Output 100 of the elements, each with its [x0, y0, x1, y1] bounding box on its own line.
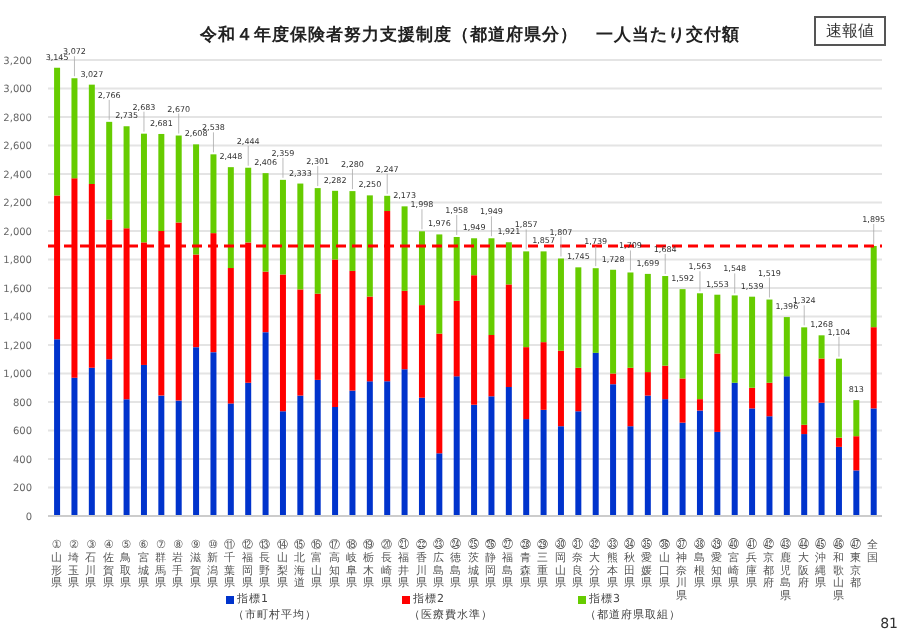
bar [662, 276, 669, 366]
bar [175, 135, 182, 223]
bar [71, 377, 78, 516]
bar [349, 390, 356, 516]
bar [714, 431, 721, 516]
bar [453, 236, 460, 301]
bar [88, 367, 95, 516]
bar [801, 424, 808, 435]
bar [314, 293, 321, 380]
bar [610, 384, 617, 516]
bar [471, 275, 478, 405]
bar [627, 367, 634, 427]
bar [696, 410, 703, 516]
bar [488, 335, 495, 397]
bar [523, 251, 530, 348]
bar [332, 406, 339, 516]
bar [401, 369, 408, 516]
bar [714, 294, 721, 354]
bar [140, 133, 147, 243]
bar [575, 267, 582, 368]
bar [314, 188, 321, 294]
bar [557, 426, 564, 516]
bar [801, 327, 808, 425]
bar [610, 373, 617, 385]
bar [749, 296, 756, 388]
text: 速報値 [814, 16, 886, 46]
bar [870, 245, 877, 328]
bar [749, 387, 756, 409]
bar [471, 404, 478, 516]
bar [731, 382, 738, 516]
bar [488, 238, 495, 336]
bar [418, 231, 425, 306]
bar [297, 289, 304, 396]
bar [835, 446, 842, 516]
bar [523, 419, 530, 516]
bar [453, 300, 460, 377]
bar [106, 121, 113, 220]
bar [679, 289, 686, 379]
bar [384, 381, 391, 516]
bar [349, 270, 356, 391]
bar [227, 268, 234, 404]
bar [54, 339, 61, 516]
bar [193, 254, 200, 348]
bar [679, 378, 686, 423]
bar [210, 154, 217, 234]
bar [436, 333, 443, 454]
bar [314, 379, 321, 516]
bar [818, 358, 825, 403]
bar [106, 359, 113, 516]
bar [262, 332, 269, 516]
bar [540, 409, 547, 516]
bar [384, 195, 391, 212]
bar [488, 396, 495, 516]
bar [436, 453, 443, 516]
bar [610, 269, 617, 374]
bar [557, 258, 564, 351]
bar [696, 293, 703, 400]
bar [505, 387, 512, 516]
bar [627, 426, 634, 516]
bar [245, 167, 252, 243]
bar [696, 399, 703, 411]
bar [245, 382, 252, 516]
bar [540, 251, 547, 343]
bar [731, 295, 738, 383]
bar [401, 290, 408, 370]
bar [540, 342, 547, 410]
bar [279, 411, 286, 516]
bar [279, 274, 286, 412]
bar [592, 352, 599, 516]
bar [193, 144, 200, 255]
bar [210, 352, 217, 516]
bar [54, 67, 61, 196]
bar [436, 234, 443, 334]
bar [818, 335, 825, 359]
bar [766, 382, 773, 417]
bar [140, 364, 147, 516]
bar [870, 327, 877, 409]
bar [662, 365, 669, 400]
bar [644, 273, 651, 373]
bar [853, 400, 860, 437]
bar [123, 399, 130, 516]
bar [835, 437, 842, 447]
bar [644, 395, 651, 516]
bar [523, 347, 530, 420]
bar [853, 436, 860, 471]
bar [644, 372, 651, 396]
bar [418, 305, 425, 398]
bar [123, 126, 130, 229]
bar [349, 191, 356, 271]
bar [279, 179, 286, 275]
bar [557, 350, 564, 427]
bar [332, 259, 339, 407]
bar [453, 376, 460, 516]
bar [418, 397, 425, 516]
bar [783, 376, 790, 516]
bar [227, 167, 234, 269]
bar [575, 367, 582, 412]
bar [158, 395, 165, 516]
bar [766, 416, 773, 516]
chart-title: 令和４年度保険者努力支援制度（都道府県分） 一人当たり交付額 [198, 24, 742, 48]
